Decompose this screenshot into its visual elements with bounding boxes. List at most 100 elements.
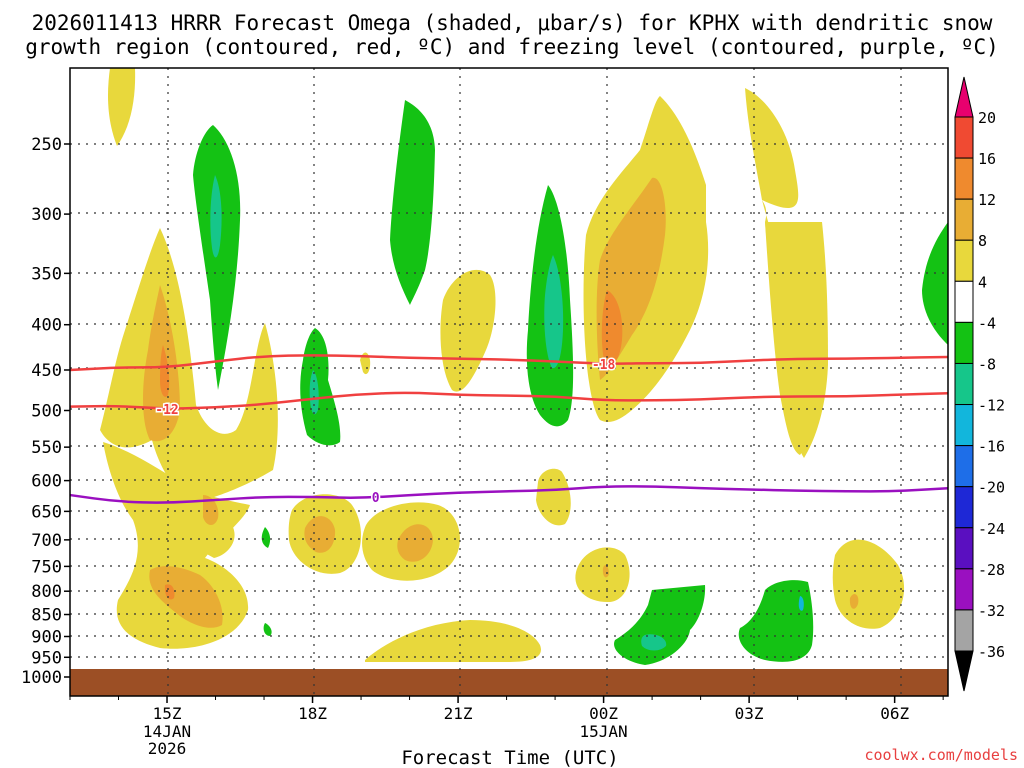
y-tick-label-450: 450 (31, 361, 62, 381)
y-tick-label-600: 600 (31, 472, 62, 492)
y-axis: 2503003504004505005506006507007508008509… (21, 135, 70, 688)
colorbar-label: -16 (978, 438, 1005, 456)
x-tick-label-15Z: 15Z (153, 704, 182, 723)
y-tick-label-900: 900 (31, 627, 62, 647)
colorbar-label: 16 (978, 150, 996, 168)
x-tick-label-18Z: 18Z (298, 704, 327, 723)
contour-label-0: 0 (372, 491, 380, 506)
green-region-near-ground-b (738, 580, 814, 662)
colorbar-label: -24 (978, 520, 1005, 538)
orange-region-750-dot (602, 565, 609, 578)
plot-frame (69, 67, 949, 697)
contour-label--12: -12 (155, 403, 178, 418)
green-region-upper-mid (390, 100, 435, 305)
contour-line--12 (69, 391, 949, 410)
green-region-right-edge (922, 222, 948, 345)
colorbar-box (954, 527, 974, 570)
x-tick-label-00Z: 00Z (589, 704, 618, 723)
colorbar-box (954, 445, 974, 488)
y-tick-label-400: 400 (31, 316, 62, 336)
y-tick-label-950: 950 (31, 648, 62, 668)
y-tick-label-350: 350 (31, 264, 62, 284)
colorbar-box (954, 157, 974, 200)
colorbar-box (954, 362, 974, 406)
orange-region-650-left (203, 495, 219, 526)
green-region-450-a (300, 328, 341, 446)
colorbar-label: -32 (978, 602, 1005, 620)
ground-below-surface (70, 669, 948, 696)
orange-region-700-a (304, 516, 336, 553)
omega-minus12-to-minus16-regions (798, 596, 804, 611)
contour-line--18 (69, 354, 949, 372)
x-tick-label-21Z: 21Z (444, 704, 473, 723)
y-tick-label-850: 850 (31, 606, 62, 626)
colorbar-box (954, 486, 974, 529)
colorbar-label: -12 (978, 397, 1005, 415)
colorbar-box (954, 568, 974, 611)
colorbar-label: -4 (978, 314, 996, 332)
yellow-region-top-left (107, 68, 136, 146)
y-tick-label-800: 800 (31, 582, 62, 602)
y-tick-label-1000: 1000 (21, 668, 62, 688)
cyan-region-right (798, 596, 804, 611)
colorbar-box (954, 280, 974, 323)
orange-region-700-b (397, 524, 433, 562)
teal-region-450-a (309, 370, 319, 415)
colorbar-box (954, 404, 974, 447)
colorbar-box (954, 321, 974, 364)
colorbar-label: 4 (978, 273, 987, 291)
yellow-region-600-a (536, 468, 571, 526)
teal-region-mid-column (544, 255, 564, 369)
green-region-near-ground-a (614, 585, 706, 665)
x-tick-year-15Z: 2026 (148, 739, 187, 758)
orange-region-800-right (849, 593, 859, 609)
y-tick-label-300: 300 (31, 205, 62, 225)
contour-label--18: -18 (592, 358, 616, 373)
yellow-region-750-a (575, 547, 630, 603)
yellow-region-350-a (440, 269, 496, 392)
colorbar: 20 16 12 8 4 -4 -8 -12 -16 -20 -24 -28 -32 -36 (954, 76, 1005, 692)
colorbar-box (954, 239, 974, 282)
contour-line-0 (69, 485, 949, 504)
green-region-900-dot (263, 623, 272, 636)
darkorange-region-800 (164, 584, 175, 600)
yellow-region-near-ground (365, 620, 541, 662)
credit-text: coolwx.com/models (864, 746, 1018, 764)
colorbar-label: -36 (978, 643, 1005, 661)
y-tick-label-750: 750 (31, 557, 62, 577)
colorbar-box (954, 116, 974, 159)
colorbar-label: -28 (978, 561, 1005, 579)
colorbar-box (954, 198, 974, 241)
omega-minus4-to-minus8-regions (193, 100, 948, 665)
yellow-region-right-stem (765, 222, 828, 458)
x-tick-date-00Z: 15JAN (580, 722, 628, 741)
shaded-omega-field (70, 68, 948, 696)
omega-minus8-to-minus12-regions (210, 175, 667, 651)
y-tick-label-250: 250 (31, 135, 62, 155)
yellow-region-800-right (832, 539, 905, 629)
yellow-region-big-upper-right (583, 96, 823, 455)
teal-region-upper-left (210, 175, 222, 258)
colorbar-box (954, 609, 974, 652)
colorbar-bottom-triangle (954, 650, 974, 692)
x-tick-label-03Z: 03Z (735, 704, 764, 723)
y-tick-label-700: 700 (31, 531, 62, 551)
darkorange-region-450-left (160, 345, 170, 397)
temperature-contours: -18 -12 0 (69, 354, 949, 508)
colorbar-label: 8 (978, 232, 987, 250)
yellow-region-right-tall (745, 88, 799, 209)
colorbar-label: 20 (978, 109, 996, 127)
chart-title-line2: growth region (contoured, red, ºC) and f… (25, 35, 999, 59)
x-tick-date-15Z: 14JAN (143, 722, 191, 741)
time-gridlines (167, 68, 902, 696)
colorbar-label: 12 (978, 191, 996, 209)
colorbar-label: -20 (978, 479, 1005, 497)
yellow-region-450-dot (360, 352, 371, 375)
x-tick-label-06Z: 06Z (880, 704, 909, 723)
y-tick-label-650: 650 (31, 502, 62, 522)
chart-title-line1: 2026011413 HRRR Forecast Omega (shaded, … (32, 11, 993, 35)
green-region-upper-left (193, 125, 241, 390)
colorbar-top-triangle (954, 76, 974, 118)
y-tick-label-500: 500 (31, 402, 62, 422)
